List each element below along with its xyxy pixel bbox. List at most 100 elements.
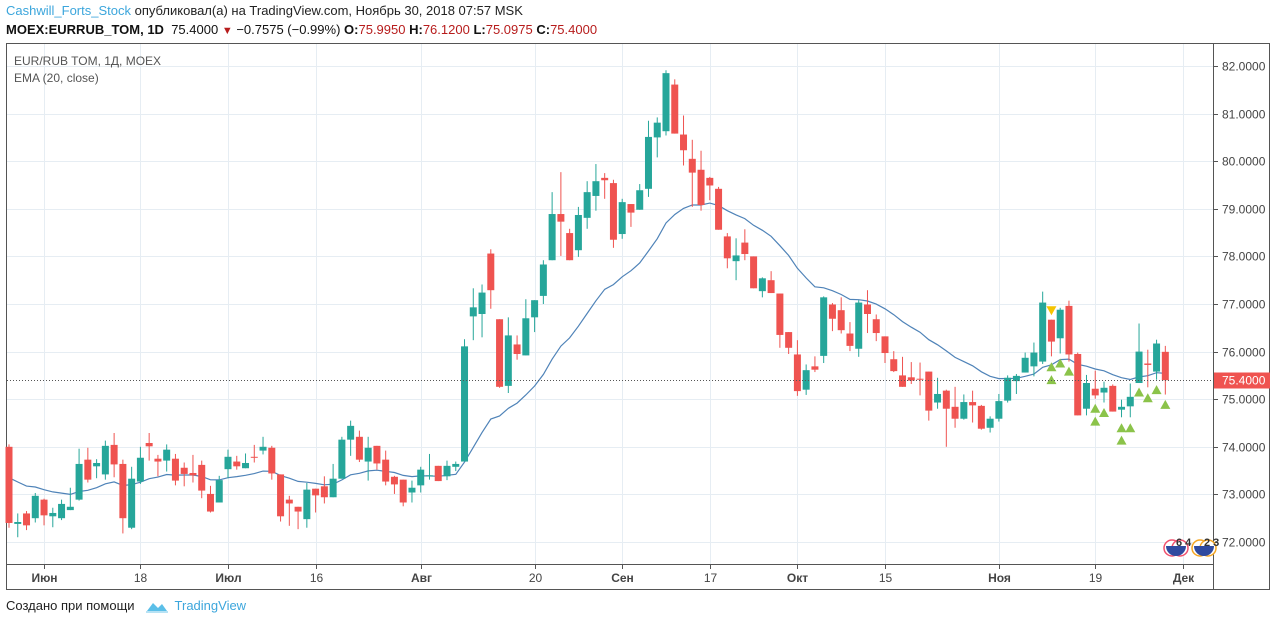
candle-up xyxy=(1056,307,1064,354)
candle-body xyxy=(110,444,118,465)
candle-up xyxy=(75,448,83,501)
candle-down xyxy=(750,256,758,289)
candle-body xyxy=(417,469,425,486)
candle-up xyxy=(1039,291,1047,364)
candle-up xyxy=(452,461,460,472)
candle-down xyxy=(627,204,635,227)
candle-body xyxy=(66,506,74,511)
price-tick-label: 74.0000 xyxy=(1222,441,1266,455)
candle-down xyxy=(697,150,705,211)
price-tick-label: 76.0000 xyxy=(1222,346,1266,360)
candle-down xyxy=(23,511,31,531)
price-axis[interactable]: 72.0000 73.0000 74.0000 75.0000 76.0000 77.00… xyxy=(1213,60,1266,550)
candle-body xyxy=(5,446,13,523)
candle-down xyxy=(811,356,819,373)
candle-up xyxy=(531,300,539,333)
candle-down xyxy=(198,460,206,499)
price-tick-label: 81.0000 xyxy=(1222,108,1266,122)
buy-signal-triangle-icon xyxy=(1046,362,1057,372)
candle-body xyxy=(706,177,714,186)
buy-signal-triangle-icon xyxy=(1116,435,1127,445)
candle-body xyxy=(513,344,521,354)
candle-body xyxy=(899,375,907,387)
candle-body xyxy=(136,457,144,482)
last-price-label: 75.4000 xyxy=(1222,374,1266,388)
candle-up xyxy=(636,184,644,210)
candles xyxy=(5,70,1169,538)
candle-up xyxy=(1153,339,1161,380)
candle-down xyxy=(1144,349,1152,388)
candle-up xyxy=(644,120,652,197)
candle-up xyxy=(995,393,1003,422)
down-arrow-icon: ▼ xyxy=(221,25,233,37)
candle-body xyxy=(881,336,889,354)
candle-body xyxy=(31,495,39,519)
candle-down xyxy=(171,453,179,486)
candle-body xyxy=(1039,302,1047,362)
candle-down xyxy=(601,173,609,199)
low-label: L: xyxy=(473,22,486,37)
time-tick-label: Дек xyxy=(1173,571,1195,585)
candle-body xyxy=(1153,343,1161,372)
buy-signal-triangle-icon xyxy=(1134,387,1145,397)
candle-down xyxy=(110,432,118,478)
candle-body xyxy=(461,346,469,462)
signal-markers xyxy=(1046,306,1171,445)
candle-up xyxy=(338,436,346,479)
candle-body xyxy=(583,192,591,218)
candle-up xyxy=(732,238,740,281)
candle-down xyxy=(846,322,854,352)
candle-body xyxy=(347,425,355,440)
event-badge[interactable]: 2 3 xyxy=(1191,537,1219,557)
candle-down xyxy=(969,390,977,423)
candle-body xyxy=(329,478,337,498)
candle-body xyxy=(312,488,320,496)
buy-signal-triangle-icon xyxy=(1116,423,1127,433)
candle-body xyxy=(601,177,609,181)
candle-body xyxy=(399,479,407,503)
candle-up xyxy=(364,436,372,481)
tradingview-link[interactable]: TradingView xyxy=(174,598,247,613)
candle-body xyxy=(1100,387,1108,393)
candle-down xyxy=(277,474,285,522)
candle-body xyxy=(758,278,766,292)
candle-body xyxy=(364,447,372,462)
candle-down xyxy=(899,356,907,387)
candle-down xyxy=(881,336,889,364)
candle-body xyxy=(837,310,845,331)
candle-down xyxy=(837,297,845,334)
event-badges[interactable]: 6 4 2 3 xyxy=(1163,537,1219,557)
candle-body xyxy=(986,418,994,428)
candle-down xyxy=(688,139,696,207)
candle-down xyxy=(1074,352,1082,416)
time-tick-label: 15 xyxy=(879,571,893,585)
candle-body xyxy=(382,459,390,482)
candle-down xyxy=(154,454,162,477)
buy-signal-triangle-icon xyxy=(1063,366,1074,376)
candle-up xyxy=(820,296,828,364)
candle-body xyxy=(40,499,48,516)
candle-body xyxy=(951,406,959,419)
buy-signal-triangle-icon xyxy=(1055,358,1066,368)
chart-frame xyxy=(6,43,1270,590)
candle-body xyxy=(811,366,819,370)
candle-body xyxy=(566,233,574,261)
candle-body xyxy=(863,304,871,314)
legend-indicator[interactable]: EMA (20, close) xyxy=(14,71,99,85)
candle-body xyxy=(504,335,512,386)
candle-down xyxy=(233,455,241,470)
tradingview-logo-icon[interactable] xyxy=(145,599,169,613)
event-badge[interactable]: 6 4 xyxy=(1163,537,1192,557)
candle-body xyxy=(618,202,626,235)
candle-body xyxy=(723,236,731,259)
candle-body xyxy=(644,136,652,189)
time-axis[interactable]: Июн 18 Июл 16 Авг 20 Сен 17 Окт 15 Ноя 19 Дек xyxy=(31,564,1195,585)
candle-down xyxy=(206,485,214,513)
candle-body xyxy=(802,370,810,390)
candle-down xyxy=(355,430,363,463)
author-link[interactable]: Cashwill_Forts_Stock xyxy=(6,3,131,18)
candle-body xyxy=(1004,377,1012,401)
candle-body xyxy=(373,445,381,464)
candle-body xyxy=(163,449,171,461)
